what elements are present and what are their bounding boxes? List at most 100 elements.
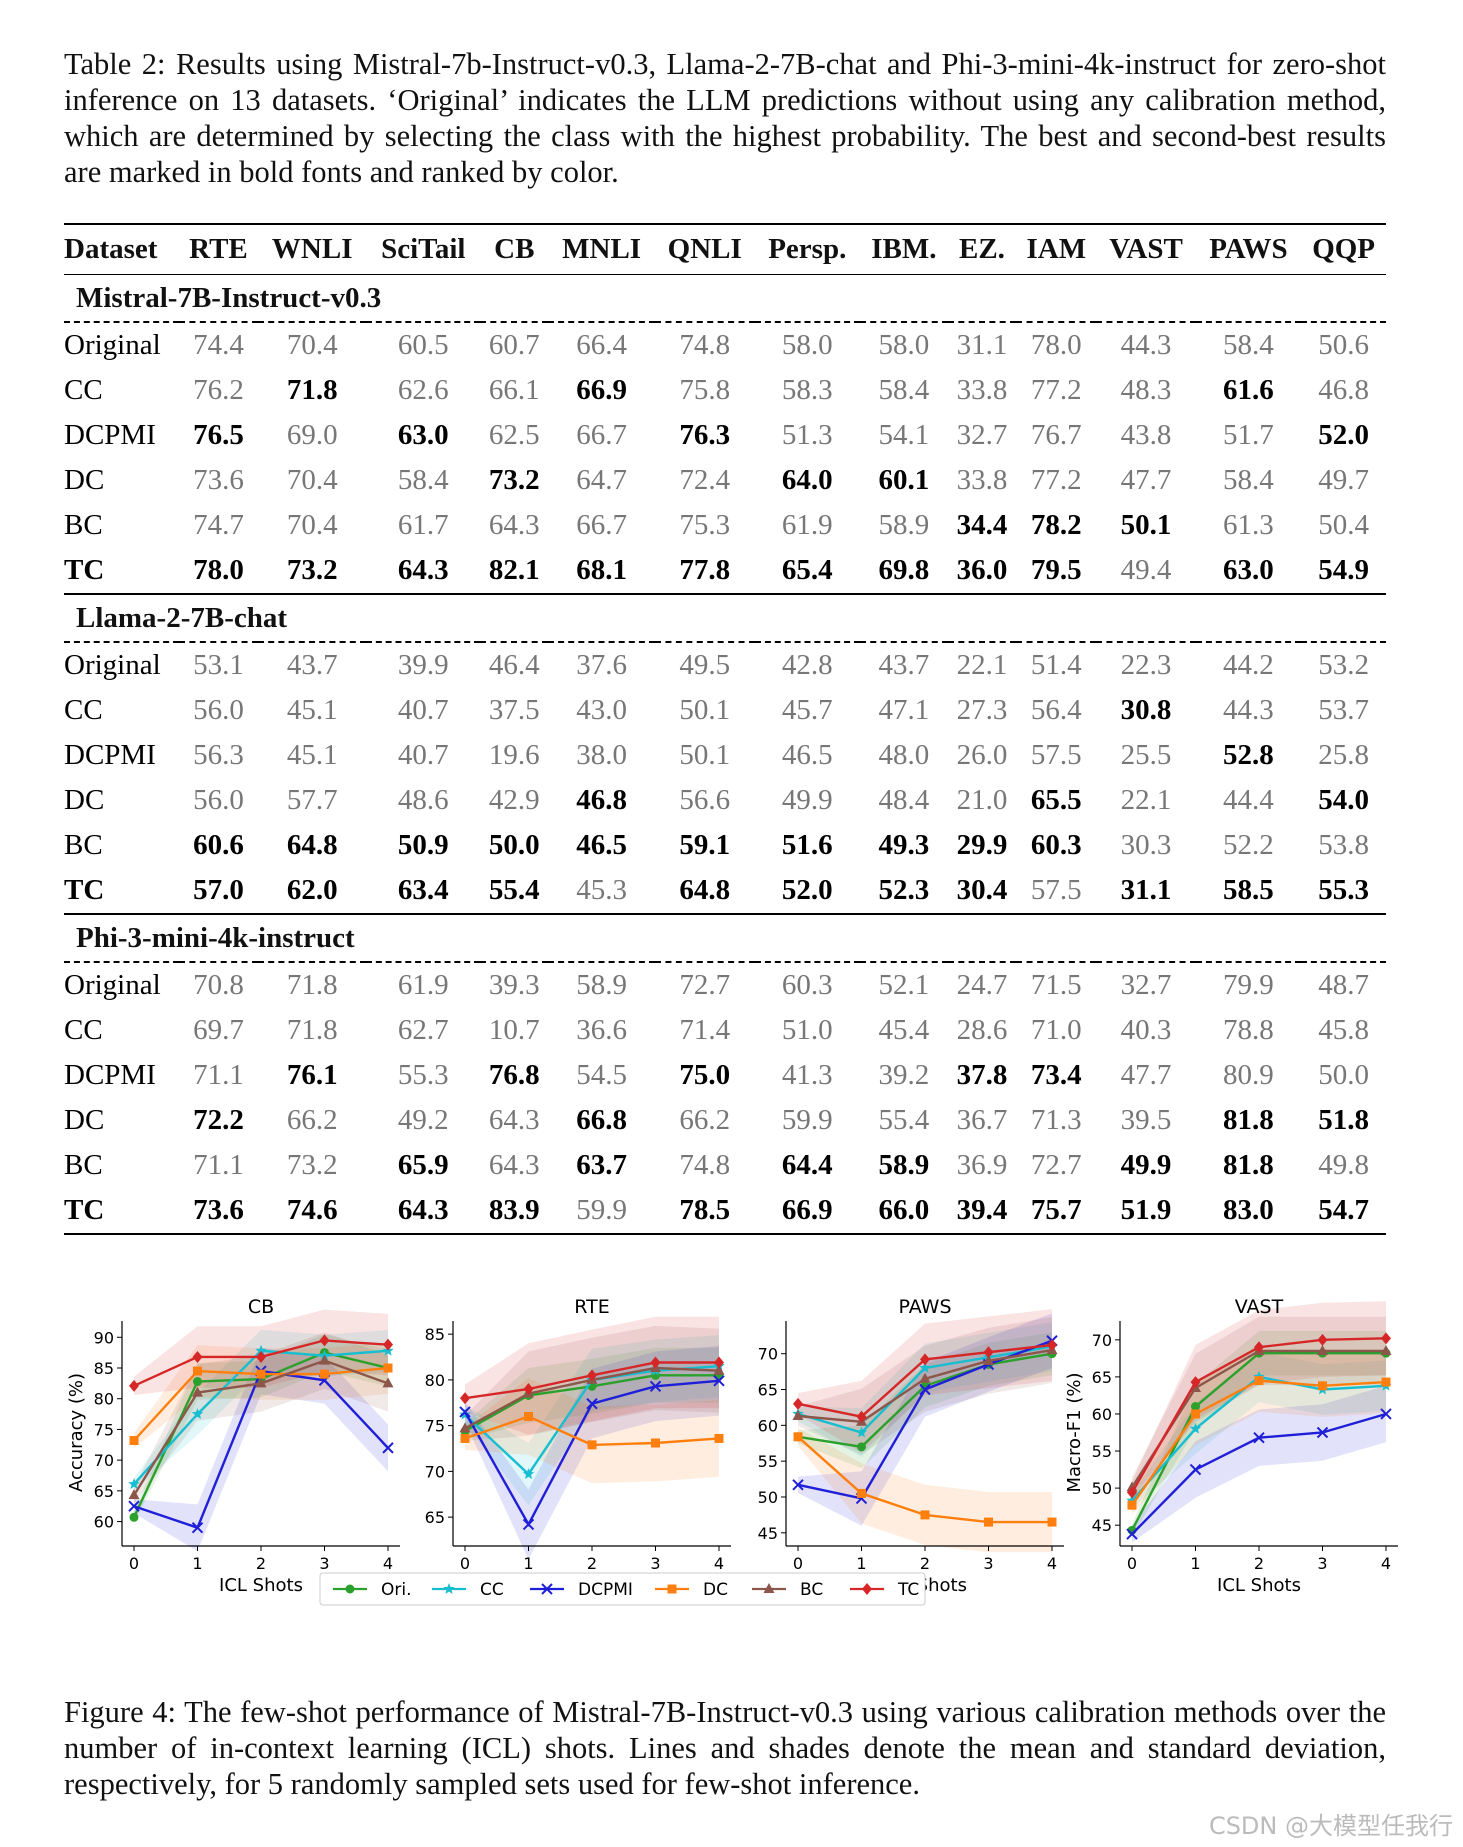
table-row: DC 72.2 66.2 49.2 64.3 66.8 66.2 59.9 55.4 36.7 71… xyxy=(64,1098,1386,1143)
value-cell: 71.8 xyxy=(286,969,338,1001)
data-point xyxy=(713,1375,725,1387)
value-cell: 51.4 xyxy=(1030,649,1082,681)
method-cell: Original xyxy=(64,649,161,681)
legend-label: BC xyxy=(800,1580,823,1600)
data-point xyxy=(1380,1408,1392,1420)
data-point xyxy=(650,1356,661,1369)
value-cell: 58.4 xyxy=(1223,464,1274,496)
legend-label: DCPMI xyxy=(578,1580,633,1600)
value-cell: 69.0 xyxy=(286,419,338,451)
value-cell: 46.8 xyxy=(1318,374,1369,406)
table-body: Mistral-7B-Instruct-v0.3 Original 74.4 70.4… xyxy=(64,275,1386,1235)
value-cell: 61.6 xyxy=(1223,374,1274,406)
value-cell: 78.5 xyxy=(654,1188,755,1235)
value-cell: 40.7 xyxy=(397,694,449,726)
table-row: Original 74.4 70.4 60.5 60.7 66.4 74.8 58.0 58.0… xyxy=(64,323,1386,368)
group-name: Phi-3-mini-4k-instruct xyxy=(76,921,355,954)
value-cell: 59.9 xyxy=(781,1104,833,1136)
value-cell: 19.6 xyxy=(488,739,540,771)
x-tick-label: 4 xyxy=(383,1554,393,1573)
value-cell: 66.0 xyxy=(859,1188,948,1235)
method-cell: CC xyxy=(64,374,103,406)
value-cell: 27.3 xyxy=(956,694,1008,726)
value-cell: 30.8 xyxy=(1120,694,1172,726)
column-header-mnli: MNLI xyxy=(548,223,655,275)
std-band xyxy=(1132,1316,1386,1498)
value-cell: 62.0 xyxy=(257,868,367,915)
y-tick-label: 55 xyxy=(1092,1442,1112,1461)
chart-title: RTE xyxy=(574,1296,609,1318)
value-cell: 39.9 xyxy=(397,649,449,681)
y-tick-label: 65 xyxy=(425,1508,445,1527)
value-cell: 77.8 xyxy=(654,548,755,595)
method-cell: DCPMI xyxy=(64,1059,156,1091)
value-cell: 44.2 xyxy=(1223,649,1274,681)
value-cell: 78.8 xyxy=(1223,1014,1274,1046)
value-cell: 76.5 xyxy=(193,419,244,451)
value-cell: 64.3 xyxy=(366,548,481,595)
data-point xyxy=(1317,1344,1328,1355)
value-cell: 63.4 xyxy=(366,868,481,915)
method-cell: TC xyxy=(64,548,179,595)
value-cell: 25.8 xyxy=(1318,739,1369,771)
y-tick-label: 65 xyxy=(1092,1368,1112,1387)
data-point xyxy=(193,1366,202,1376)
value-cell: 69.8 xyxy=(859,548,948,595)
y-tick-label: 45 xyxy=(758,1524,778,1543)
value-cell: 45.4 xyxy=(878,1014,930,1046)
y-tick-label: 60 xyxy=(1092,1405,1112,1424)
value-cell: 51.0 xyxy=(781,1014,833,1046)
y-tick-label: 75 xyxy=(425,1417,445,1436)
value-cell: 30.4 xyxy=(947,868,1017,915)
value-cell: 66.9 xyxy=(576,374,627,406)
legend-marker xyxy=(763,1583,775,1593)
value-cell: 47.7 xyxy=(1120,464,1172,496)
column-header-persp: Persp. xyxy=(754,223,860,275)
value-cell: 10.7 xyxy=(488,1014,540,1046)
data-point xyxy=(382,1377,394,1388)
value-cell: 37.6 xyxy=(576,649,627,681)
value-cell: 48.3 xyxy=(1120,374,1172,406)
value-cell: 43.8 xyxy=(1120,419,1172,451)
value-cell: 72.4 xyxy=(679,464,731,496)
data-point xyxy=(713,1364,725,1375)
legend-marker xyxy=(443,1583,455,1594)
y-tick-label: 65 xyxy=(94,1482,114,1501)
value-cell: 32.7 xyxy=(1120,969,1172,1001)
data-point xyxy=(319,1334,330,1347)
std-band xyxy=(465,1378,719,1484)
x-tick-label: 4 xyxy=(714,1554,724,1573)
value-cell: 58.3 xyxy=(781,374,833,406)
value-cell: 68.1 xyxy=(548,548,655,595)
value-cell: 64.4 xyxy=(781,1149,833,1181)
value-cell: 73.4 xyxy=(1030,1059,1082,1091)
value-cell: 75.3 xyxy=(679,509,731,541)
data-point xyxy=(459,1422,471,1433)
value-cell: 49.4 xyxy=(1096,548,1196,595)
table-caption: Table 2: Results using Mistral-7b-Instru… xyxy=(64,47,1386,189)
value-cell: 30.3 xyxy=(1120,829,1172,861)
x-tick-label: 0 xyxy=(793,1554,803,1573)
data-point xyxy=(1381,1332,1391,1345)
data-point xyxy=(256,1369,266,1379)
value-cell: 33.8 xyxy=(956,374,1008,406)
data-point xyxy=(1253,1431,1265,1444)
value-cell: 40.3 xyxy=(1120,1014,1172,1046)
value-cell: 52.3 xyxy=(859,868,948,915)
value-cell: 75.7 xyxy=(1016,1188,1097,1235)
value-cell: 55.3 xyxy=(1301,868,1386,915)
column-header-dataset: Dataset xyxy=(64,223,179,275)
chart-panel-cb: 60 65 70 75 80 85 90 0 1 2 3 4 CB ICL Shots Accuracy (… xyxy=(66,1296,400,1596)
data-point xyxy=(129,1435,139,1445)
value-cell: 49.2 xyxy=(397,1104,449,1136)
legend-box xyxy=(319,1572,926,1606)
table-row: Original 70.8 71.8 61.9 39.3 58.9 72.7 60.3 52.1… xyxy=(64,963,1386,1008)
data-point xyxy=(1126,1494,1138,1506)
method-cell: BC xyxy=(64,829,103,861)
value-cell: 48.4 xyxy=(878,784,930,816)
data-point xyxy=(1191,1409,1200,1419)
value-cell: 54.0 xyxy=(1318,784,1369,816)
data-point xyxy=(382,1442,394,1454)
value-cell: 76.2 xyxy=(193,374,244,406)
value-cell: 74.7 xyxy=(193,509,244,541)
